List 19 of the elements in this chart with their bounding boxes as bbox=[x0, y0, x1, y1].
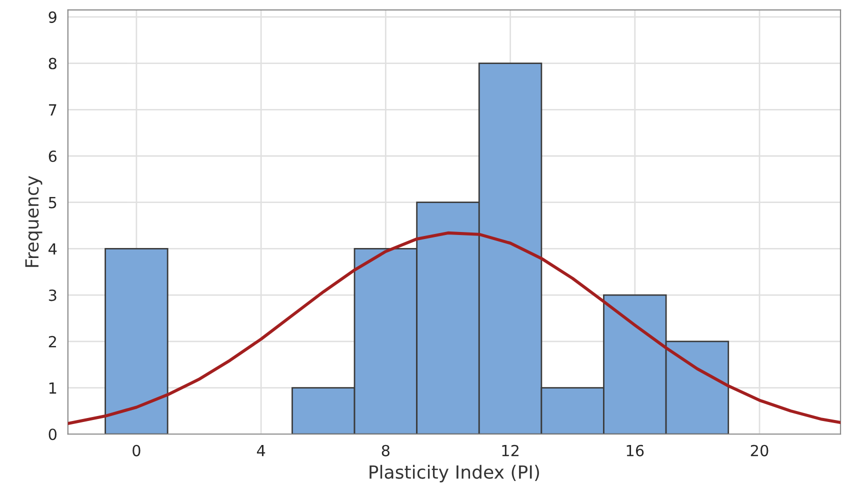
x-tick-label: 0 bbox=[132, 444, 140, 456]
y-tick-label: 9 bbox=[48, 11, 56, 23]
y-tick-label: 3 bbox=[48, 290, 56, 302]
y-tick-label: 0 bbox=[48, 428, 56, 440]
x-tick-label: 4 bbox=[256, 445, 266, 456]
x-tick-label: 16 bbox=[626, 444, 644, 456]
x-tick-label: 20 bbox=[750, 444, 768, 456]
y-tick-label: 7 bbox=[49, 104, 56, 116]
y-tick-label: 8 bbox=[48, 58, 56, 70]
x-tick-label: 8 bbox=[382, 444, 390, 456]
y-tick-label: 5 bbox=[48, 197, 56, 208]
y-tick-label: 4 bbox=[48, 243, 57, 255]
y-tick-label: 6 bbox=[48, 150, 57, 162]
line-series bbox=[68, 231, 841, 425]
x-tick-label: 12 bbox=[502, 444, 518, 456]
y-tick-label: 2 bbox=[48, 336, 56, 348]
y-tick-label: 1 bbox=[49, 382, 56, 394]
x-axis-title: Plasticity Index (PI) bbox=[370, 464, 539, 482]
y-axis-title: Frequency bbox=[25, 176, 42, 267]
